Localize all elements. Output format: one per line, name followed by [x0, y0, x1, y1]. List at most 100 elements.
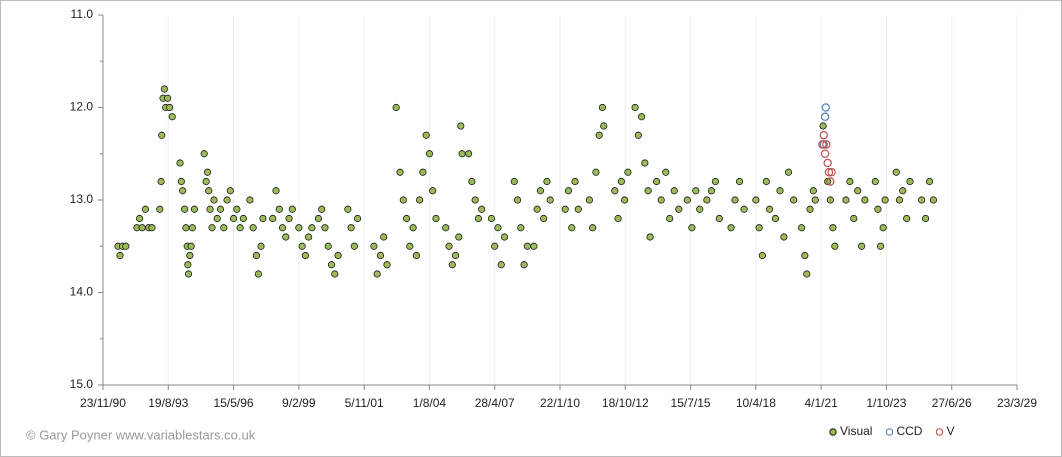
data-point — [790, 196, 798, 204]
data-point — [598, 103, 607, 112]
data-point — [634, 131, 642, 139]
data-point — [784, 168, 793, 176]
y-tick-label: 12.0 — [70, 100, 94, 114]
data-point — [641, 159, 649, 167]
data-point — [223, 196, 231, 204]
data-point — [213, 214, 221, 223]
data-point — [409, 224, 417, 232]
data-point — [876, 242, 885, 250]
x-tick-label: 28/4/07 — [475, 396, 515, 410]
data-point — [711, 177, 719, 186]
data-point — [298, 242, 306, 250]
x-tick-label: 10/4/18 — [736, 396, 776, 410]
data-point — [595, 131, 603, 139]
data-point — [239, 214, 247, 223]
data-point — [422, 131, 430, 139]
data-point — [458, 150, 466, 158]
data-point — [246, 196, 254, 204]
data-point — [135, 214, 144, 223]
data-point — [523, 242, 531, 250]
data-point — [831, 242, 839, 250]
x-tick-label: 23/3/29 — [997, 396, 1037, 410]
data-point — [383, 261, 391, 269]
data-point — [186, 251, 194, 260]
data-point — [200, 150, 208, 158]
x-tick-label: 27/6/26 — [932, 396, 972, 410]
x-tick-label: 18/10/12 — [602, 396, 649, 410]
data-point — [903, 214, 911, 223]
data-point — [755, 224, 763, 232]
data-point — [122, 242, 130, 250]
data-point — [696, 205, 704, 213]
data-point — [821, 103, 830, 112]
data-point — [184, 270, 193, 278]
data-point — [478, 205, 486, 213]
data-point — [392, 103, 400, 112]
x-tick-label: 4/1/21 — [804, 396, 838, 410]
data-point — [468, 177, 476, 186]
data-point — [282, 233, 290, 241]
data-point — [543, 177, 551, 186]
data-point — [533, 205, 541, 213]
data-point — [797, 224, 806, 232]
data-point — [874, 205, 882, 213]
data-point — [624, 168, 632, 176]
data-point — [252, 251, 261, 260]
data-point — [771, 214, 780, 223]
data-point — [826, 196, 834, 204]
data-point — [406, 242, 414, 250]
data-point — [497, 261, 505, 269]
y-tick-label: 14.0 — [70, 285, 94, 299]
data-point — [416, 196, 424, 204]
data-point — [216, 205, 225, 213]
data-point — [442, 224, 450, 232]
data-point — [811, 196, 819, 204]
data-point — [138, 224, 146, 232]
x-tick-label: 23/11/90 — [80, 396, 126, 410]
data-point — [254, 270, 262, 278]
x-tick-label: 15/7/15 — [671, 396, 711, 410]
data-point — [301, 251, 309, 260]
data-point — [457, 122, 465, 130]
data-point — [141, 205, 150, 213]
data-point — [177, 177, 185, 186]
data-point — [727, 224, 735, 232]
data-point — [826, 177, 835, 186]
data-point — [646, 233, 654, 241]
data-point — [780, 233, 788, 241]
data-point — [546, 196, 554, 204]
data-point — [657, 196, 665, 204]
data-point — [510, 177, 518, 186]
data-point — [858, 242, 866, 250]
data-point — [500, 233, 509, 241]
legend-marker — [935, 428, 944, 436]
data-point — [842, 196, 850, 204]
data-point — [631, 103, 639, 112]
data-point — [314, 214, 323, 223]
legend-label: V — [946, 424, 954, 438]
data-point — [116, 251, 124, 260]
data-point — [208, 224, 216, 232]
data-point — [491, 242, 499, 250]
data-point — [571, 177, 579, 186]
data-point — [220, 224, 228, 232]
data-point — [412, 251, 420, 260]
data-point — [380, 233, 388, 241]
data-point — [850, 214, 858, 223]
data-point — [164, 94, 172, 102]
data-point — [921, 214, 930, 223]
data-point — [190, 205, 198, 213]
data-point — [589, 224, 597, 232]
x-tick-label: 1/8/04 — [413, 396, 447, 410]
data-point — [929, 196, 938, 204]
data-point — [644, 187, 652, 195]
data-point — [347, 224, 355, 232]
data-point — [188, 224, 197, 232]
data-point — [823, 158, 832, 168]
data-point — [861, 196, 869, 204]
data-point — [895, 196, 904, 204]
data-point — [156, 205, 164, 213]
y-tick-label: 13.0 — [70, 192, 94, 206]
